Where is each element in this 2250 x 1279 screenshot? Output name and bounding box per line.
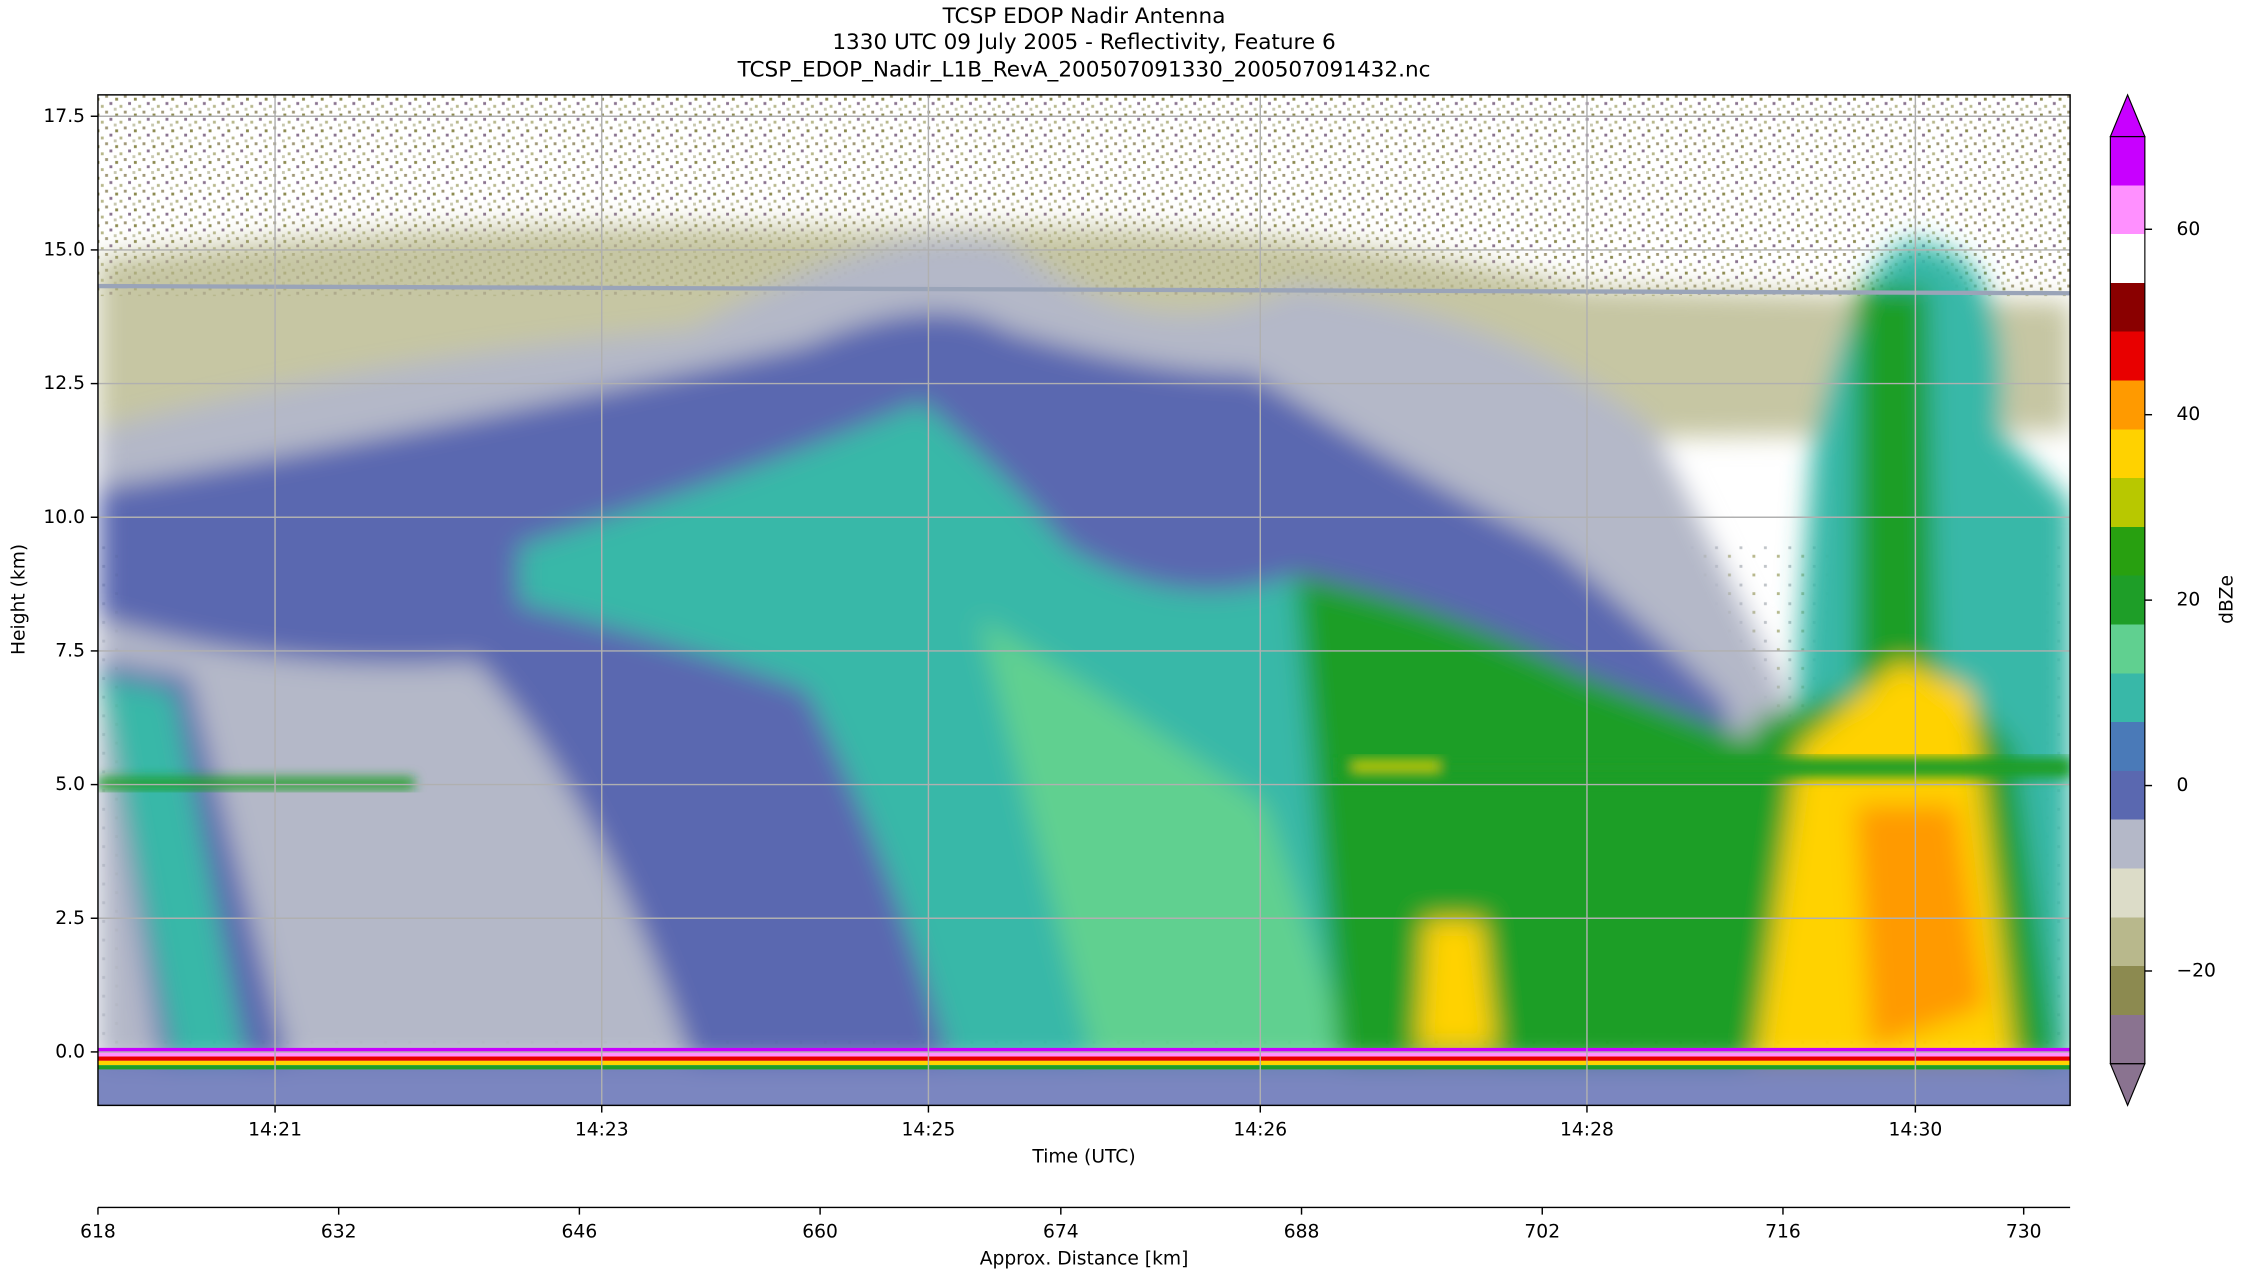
x-tick-label: 14:28 [1560,1119,1614,1140]
x2-tick-label: 632 [321,1221,357,1242]
reflectivity-field [97,94,2071,1106]
grid [97,94,2071,1106]
y-tick-label: 12.5 [43,373,85,394]
y-tick-label: 2.5 [55,908,85,929]
x-tick-label: 14:25 [902,1119,956,1140]
x2-tick-label: 716 [1765,1221,1801,1242]
colorbar-tick-label: 40 [2176,404,2200,425]
colorbar-extend-max [2109,93,2146,138]
x-tick-label: 14:30 [1888,1119,1942,1140]
y-tick-label: 7.5 [55,640,85,661]
tropopause-artifact [97,283,2071,296]
plot-frame [97,94,2071,1107]
x-tick-label: 14:26 [1233,1119,1287,1140]
x2-axis-label: Approx. Distance [km] [980,1249,1189,1270]
x2-tick-label: 618 [80,1221,116,1242]
x-tick-label: 14:23 [575,1119,629,1140]
surface-return [97,1047,2071,1106]
x2-tick-label: 730 [2006,1221,2042,1242]
bright-band [97,757,2071,790]
x2-tick-label: 646 [562,1221,598,1242]
colorbar [2110,136,2145,1064]
file-name: TCSP_EDOP_Nadir_L1B_RevA_200507091330_20… [737,57,1431,82]
x2-tick-label: 674 [1043,1221,1079,1242]
x-axis-label: Time (UTC) [1031,1147,1135,1168]
colorbar-tick-label: 20 [2176,590,2200,611]
y-tick-label: 15.0 [43,239,85,260]
x-tick-label: 14:21 [248,1119,302,1140]
x2-tick-label: 702 [1524,1221,1560,1242]
colorbar-tick-label: −20 [2176,960,2215,981]
colorbar-label: dBZe [2216,575,2237,624]
x2-tick-label: 688 [1284,1221,1320,1242]
colorbar-tick-label: 60 [2176,219,2200,240]
chart-title: TCSP EDOP Nadir Antenna [942,4,1226,29]
y-tick-label: 17.5 [43,106,85,127]
y-tick-label: 10.0 [43,507,85,528]
y-tick-label: 0.0 [55,1041,85,1062]
chart-subtitle: 1330 UTC 09 July 2005 - Reflectivity, Fe… [832,30,1335,55]
colorbar-extend-min [2109,1063,2146,1107]
y-axis-label: Height (km) [8,544,29,655]
y-tick-label: 5.0 [55,774,85,795]
x2-tick-label: 660 [802,1221,838,1242]
colorbar-tick-label: 0 [2176,775,2188,796]
